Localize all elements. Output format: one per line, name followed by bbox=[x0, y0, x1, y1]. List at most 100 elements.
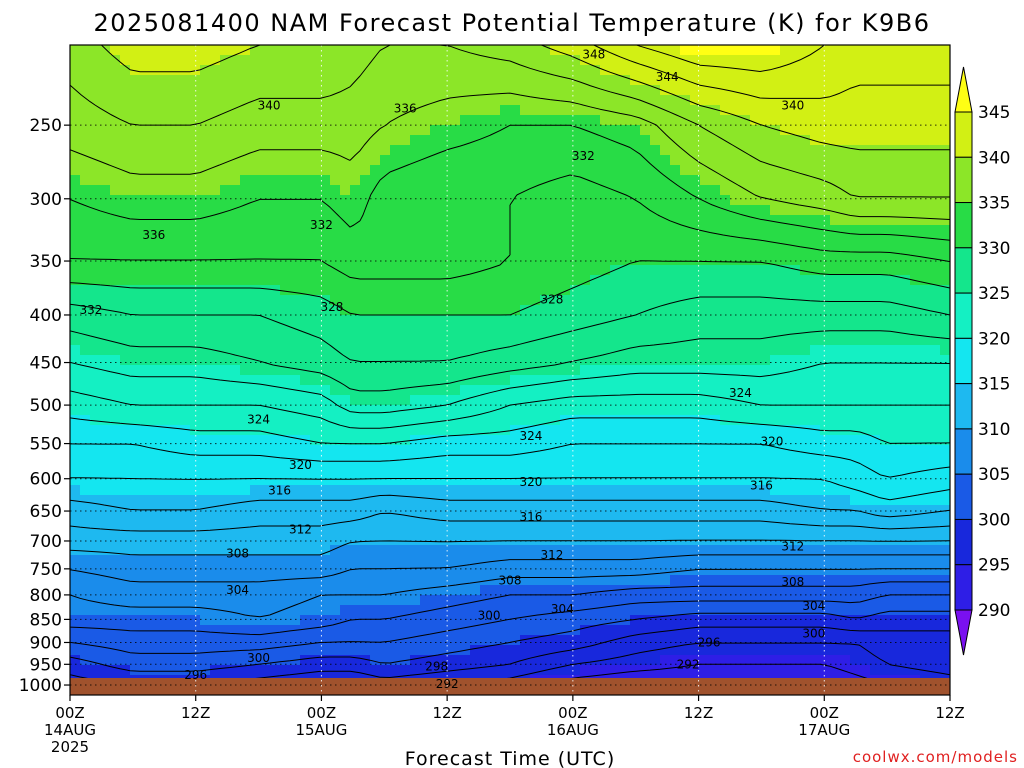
heatmap-cell bbox=[780, 585, 791, 596]
heatmap-cell bbox=[930, 575, 941, 586]
heatmap-cell bbox=[530, 85, 541, 96]
heatmap-cell bbox=[150, 205, 161, 216]
heatmap-cell bbox=[480, 205, 491, 216]
heatmap-cell bbox=[70, 595, 81, 606]
heatmap-cell bbox=[120, 535, 131, 546]
heatmap-cell bbox=[140, 205, 151, 216]
heatmap-cell bbox=[410, 595, 421, 606]
heatmap-cell bbox=[130, 45, 141, 56]
heatmap-cell bbox=[330, 135, 341, 146]
heatmap-cell bbox=[570, 115, 581, 126]
heatmap-cell bbox=[430, 485, 441, 496]
heatmap-cell bbox=[180, 305, 191, 316]
heatmap-cell bbox=[80, 175, 91, 186]
heatmap-cell bbox=[640, 285, 651, 296]
heatmap-cell bbox=[490, 135, 501, 146]
heatmap-cell bbox=[770, 435, 781, 446]
heatmap-cell bbox=[690, 345, 701, 356]
heatmap-cell bbox=[480, 185, 491, 196]
heatmap-cell bbox=[380, 305, 391, 316]
heatmap-cell bbox=[180, 195, 191, 206]
heatmap-cell bbox=[740, 155, 751, 166]
heatmap-cell bbox=[410, 365, 421, 376]
heatmap-cell bbox=[360, 545, 371, 556]
heatmap-cell bbox=[80, 235, 91, 246]
heatmap-cell bbox=[410, 225, 421, 236]
heatmap-cell bbox=[940, 345, 950, 356]
heatmap-cell bbox=[530, 325, 541, 336]
heatmap-cell bbox=[280, 395, 291, 406]
heatmap-cell bbox=[910, 175, 921, 186]
heatmap-cell bbox=[600, 345, 611, 356]
heatmap-cell bbox=[520, 205, 531, 216]
heatmap-cell bbox=[820, 145, 831, 156]
heatmap-cell bbox=[70, 95, 81, 106]
heatmap-cell bbox=[280, 225, 291, 236]
heatmap-cell bbox=[70, 315, 81, 326]
heatmap-cell bbox=[690, 305, 701, 316]
heatmap-cell bbox=[450, 235, 461, 246]
heatmap-cell bbox=[90, 385, 101, 396]
heatmap-cell bbox=[360, 405, 371, 416]
heatmap-cell bbox=[210, 225, 221, 236]
heatmap-cell bbox=[490, 515, 501, 526]
heatmap-cell bbox=[750, 445, 761, 456]
heatmap-cell bbox=[430, 305, 441, 316]
heatmap-cell bbox=[760, 45, 771, 56]
heatmap-cell bbox=[800, 415, 811, 426]
heatmap-cell bbox=[580, 595, 591, 606]
heatmap-cell bbox=[730, 415, 741, 426]
heatmap-cell bbox=[870, 275, 881, 286]
heatmap-cell bbox=[180, 535, 191, 546]
heatmap-cell bbox=[730, 155, 741, 166]
heatmap-cell bbox=[720, 385, 731, 396]
heatmap-cell bbox=[780, 225, 791, 236]
heatmap-cell bbox=[150, 105, 161, 116]
heatmap-cell bbox=[70, 495, 81, 506]
heatmap-cell bbox=[500, 285, 511, 296]
heatmap-cell bbox=[940, 415, 950, 426]
heatmap-cell bbox=[270, 305, 281, 316]
heatmap-cell bbox=[750, 455, 761, 466]
heatmap-cell bbox=[580, 335, 591, 346]
heatmap-cell bbox=[70, 385, 81, 396]
heatmap-cell bbox=[890, 285, 901, 296]
heatmap-cell bbox=[940, 325, 950, 336]
heatmap-cell bbox=[780, 245, 791, 256]
heatmap-cell bbox=[490, 85, 501, 96]
heatmap-cell bbox=[420, 395, 431, 406]
heatmap-cell bbox=[240, 275, 251, 286]
heatmap-cell bbox=[910, 265, 921, 276]
heatmap-cell bbox=[460, 465, 471, 476]
heatmap-cell bbox=[860, 315, 871, 326]
heatmap-cell bbox=[840, 205, 851, 216]
heatmap-cell bbox=[90, 445, 101, 456]
heatmap-cell bbox=[280, 435, 291, 446]
heatmap-cell bbox=[80, 585, 91, 596]
heatmap-cell bbox=[340, 235, 351, 246]
heatmap-cell bbox=[450, 125, 461, 136]
heatmap-cell bbox=[90, 265, 101, 276]
heatmap-cell bbox=[270, 485, 281, 496]
heatmap-cell bbox=[490, 355, 501, 366]
heatmap-cell bbox=[310, 355, 321, 366]
heatmap-cell bbox=[220, 545, 231, 556]
heatmap-cell bbox=[860, 465, 871, 476]
heatmap-cell bbox=[510, 435, 521, 446]
heatmap-cell bbox=[170, 335, 181, 346]
heatmap-cell bbox=[920, 455, 931, 466]
heatmap-cell bbox=[240, 255, 251, 266]
heatmap-cell bbox=[300, 65, 311, 76]
heatmap-cell bbox=[660, 165, 671, 176]
heatmap-cell bbox=[460, 285, 471, 296]
heatmap-cell bbox=[620, 255, 631, 266]
heatmap-cell bbox=[80, 215, 91, 226]
heatmap-cell bbox=[660, 205, 671, 216]
heatmap-cell bbox=[910, 45, 921, 56]
heatmap-cell bbox=[740, 415, 751, 426]
heatmap-cell bbox=[640, 545, 651, 556]
heatmap-cell bbox=[310, 105, 321, 116]
heatmap-cell bbox=[550, 255, 561, 266]
heatmap-cell bbox=[730, 115, 741, 126]
heatmap-cell bbox=[880, 275, 891, 286]
